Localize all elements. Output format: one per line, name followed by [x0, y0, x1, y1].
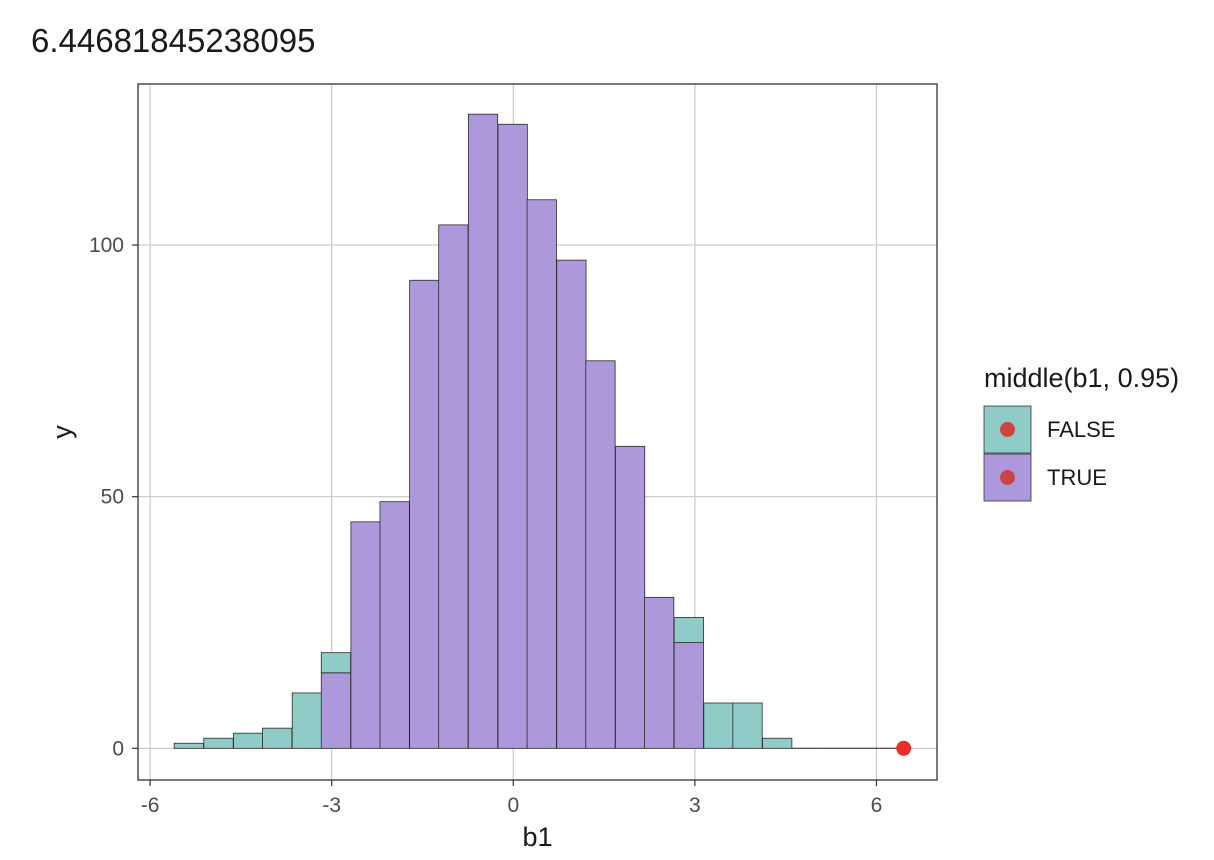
bar-false	[703, 702, 734, 749]
bar-false	[732, 702, 763, 749]
bar-true	[644, 596, 675, 749]
bar-true	[585, 360, 616, 749]
bar-false	[762, 737, 793, 749]
y-tick-label: 100	[89, 234, 124, 257]
bar-true	[673, 642, 704, 749]
bar-false	[262, 727, 293, 749]
y-axis-title: y	[47, 425, 77, 439]
bar-true	[379, 501, 410, 749]
bar-false	[291, 692, 322, 749]
bar-false	[203, 737, 234, 749]
x-tick-label: -6	[141, 794, 160, 817]
panel-border	[137, 83, 938, 781]
bar-false	[173, 742, 204, 749]
x-tick-label: 6	[871, 794, 883, 817]
x-tick-label: -3	[322, 794, 341, 817]
bar-true	[556, 259, 587, 749]
bar-true	[526, 199, 557, 749]
bar-true	[467, 113, 499, 749]
bar-false	[233, 732, 264, 749]
legend-key-point	[1000, 422, 1015, 437]
bar-true	[497, 123, 528, 749]
bar-true	[409, 279, 440, 749]
legend-title: middle(b1, 0.95)	[984, 363, 1179, 393]
legend-label-true: TRUE	[1047, 465, 1107, 490]
legend-label-false: FALSE	[1047, 417, 1115, 442]
bar-false	[320, 652, 352, 674]
bar-true	[438, 224, 469, 749]
observed-point	[896, 740, 912, 756]
bar-true	[350, 521, 381, 749]
legend-key-point	[1000, 470, 1015, 485]
chart-title: 6.44681845238095	[31, 22, 316, 59]
x-tick-label: 0	[507, 794, 519, 817]
y-tick-label: 0	[112, 737, 124, 760]
x-axis-title: b1	[522, 822, 552, 852]
bar-true	[320, 672, 352, 749]
bar-false	[673, 617, 704, 644]
bar-true	[615, 445, 646, 749]
x-tick-label: 3	[689, 794, 701, 817]
y-tick-label: 50	[101, 486, 124, 509]
